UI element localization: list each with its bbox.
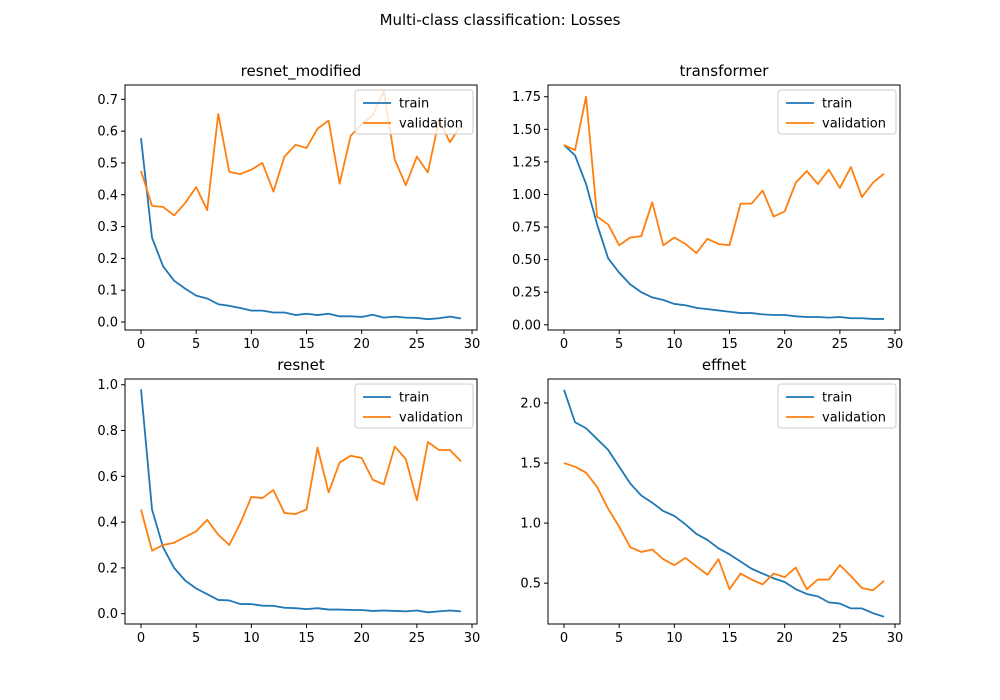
series-line-validation xyxy=(140,441,462,552)
series-line-validation xyxy=(563,95,885,255)
x-tick-label: 5 xyxy=(615,337,623,352)
x-tick-label: 15 xyxy=(721,337,738,352)
y-tick-label: 0.0 xyxy=(97,607,118,622)
subplot-title: resnet xyxy=(277,356,325,374)
x-tick-label: 10 xyxy=(666,631,683,646)
legend: train validation xyxy=(354,383,474,429)
legend-label-train: train xyxy=(399,391,429,406)
y-tick-label: 0.00 xyxy=(512,318,541,333)
series-line-validation xyxy=(140,90,462,217)
y-tick-label: 0.5 xyxy=(97,156,118,171)
x-tick-label: 15 xyxy=(721,631,738,646)
y-tick-label: 1.0 xyxy=(520,517,541,532)
axes-frame xyxy=(547,84,901,331)
x-tick-label: 20 xyxy=(776,337,793,352)
series-line-train xyxy=(140,389,462,614)
axes-frame xyxy=(124,378,478,625)
y-tick-label: 0.8 xyxy=(97,424,118,439)
x-tick-label: 25 xyxy=(409,337,426,352)
legend-label-train: train xyxy=(822,97,852,112)
y-tick-label: 1.75 xyxy=(512,90,541,105)
subplot-title: resnet_modified xyxy=(241,62,362,81)
x-tick-label: 20 xyxy=(353,337,370,352)
legend-label-train: train xyxy=(399,97,429,112)
y-tick-label: 0.4 xyxy=(97,516,118,531)
subplot-title: effnet xyxy=(702,356,746,374)
x-tick-label: 30 xyxy=(464,631,481,646)
y-tick-label: 1.0 xyxy=(97,378,118,393)
y-tick-label: 1.25 xyxy=(512,155,541,170)
x-tick-label: 0 xyxy=(560,631,568,646)
series-line-train xyxy=(563,389,885,618)
y-tick-label: 0.0 xyxy=(97,316,118,331)
x-tick-label: 5 xyxy=(192,631,200,646)
legend-label-validation: validation xyxy=(822,117,886,132)
x-tick-label: 30 xyxy=(887,337,904,352)
x-tick-label: 20 xyxy=(353,631,370,646)
legend-label-train: train xyxy=(822,391,852,406)
x-tick-label: 10 xyxy=(666,337,683,352)
legend: train validation xyxy=(354,89,474,135)
figure-suptitle: Multi-class classification: Losses xyxy=(380,11,621,29)
subplot-1: resnet_modified 0 5 10 15 20 25 30 0.0 0.1 0.2 0.3 0… xyxy=(97,62,480,352)
y-tick-label: 0.5 xyxy=(520,577,541,592)
x-tick-label: 25 xyxy=(832,337,849,352)
y-tick-label: 0.7 xyxy=(97,93,118,108)
x-tick-label: 0 xyxy=(560,337,568,352)
legend: train validation xyxy=(777,89,897,135)
subplot-2: transformer 0 5 10 15 20 25 30 0.00 0.25 0.50 0.75 1… xyxy=(512,62,903,352)
y-tick-label: 0.4 xyxy=(97,188,118,203)
series-line-train xyxy=(563,144,884,320)
x-tick-label: 25 xyxy=(832,631,849,646)
x-tick-label: 20 xyxy=(776,631,793,646)
x-tick-label: 10 xyxy=(243,337,260,352)
y-tick-label: 0.2 xyxy=(97,252,118,267)
y-tick-label: 0.50 xyxy=(512,253,541,268)
axes-frame xyxy=(547,378,901,625)
y-tick-label: 0.2 xyxy=(97,561,118,576)
subplot-4: effnet 0 5 10 15 20 25 30 0.5 1.0 1.5 2.0 train valid… xyxy=(520,356,903,646)
x-tick-label: 30 xyxy=(887,631,904,646)
x-tick-label: 30 xyxy=(464,337,481,352)
series-line-train xyxy=(140,138,462,321)
x-tick-label: 0 xyxy=(137,337,145,352)
y-tick-label: 0.6 xyxy=(97,470,118,485)
y-tick-label: 0.25 xyxy=(512,286,541,301)
legend: train validation xyxy=(777,383,897,429)
x-tick-label: 0 xyxy=(137,631,145,646)
subplot-title: transformer xyxy=(680,62,770,80)
y-tick-label: 0.75 xyxy=(512,221,541,236)
legend-label-validation: validation xyxy=(399,117,463,132)
series-line-validation xyxy=(563,462,885,592)
subplot-3: resnet 0 5 10 15 20 25 30 0.0 0.2 0.4 0.6 0.8 1.0 trai… xyxy=(97,356,480,646)
y-tick-label: 0.6 xyxy=(97,125,118,140)
y-tick-label: 1.5 xyxy=(520,457,541,472)
x-tick-label: 15 xyxy=(298,631,315,646)
x-tick-label: 25 xyxy=(409,631,426,646)
x-tick-label: 5 xyxy=(192,337,200,352)
subplot-grid: resnet_modified 0 5 10 15 20 25 30 0.0 0.1 0.2 0.3 0… xyxy=(97,62,903,646)
x-tick-label: 5 xyxy=(615,631,623,646)
y-tick-label: 1.00 xyxy=(512,188,541,203)
x-tick-label: 10 xyxy=(243,631,260,646)
x-tick-label: 15 xyxy=(298,337,315,352)
y-tick-label: 1.50 xyxy=(512,123,541,138)
y-tick-label: 0.1 xyxy=(97,284,118,299)
axes-frame xyxy=(124,84,478,331)
legend-label-validation: validation xyxy=(822,411,886,426)
y-tick-label: 0.3 xyxy=(97,220,118,235)
y-tick-label: 2.0 xyxy=(520,397,541,412)
legend-label-validation: validation xyxy=(399,411,463,426)
